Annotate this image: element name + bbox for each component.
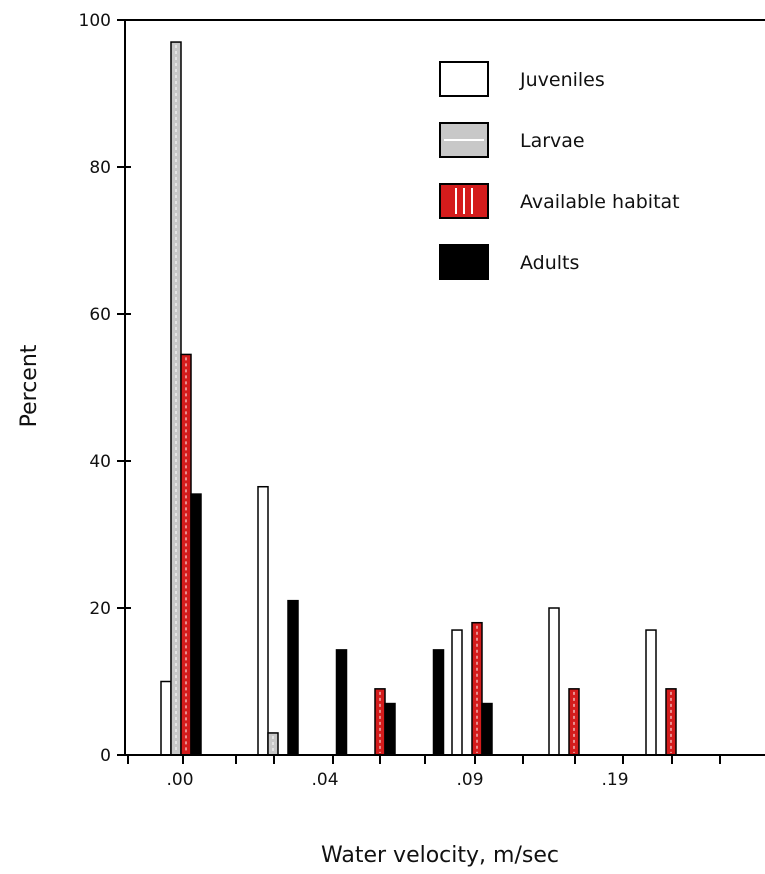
x-axis-title: Water velocity, m/sec <box>321 843 559 868</box>
bar-juveniles <box>257 485 269 756</box>
bar-juveniles <box>548 607 560 756</box>
legend-swatch <box>439 244 489 280</box>
legend-label: Available habitat <box>520 191 680 213</box>
bars-group <box>160 41 677 756</box>
y-axis-title: Percent <box>17 344 42 427</box>
y-tick-label: 20 <box>89 599 111 619</box>
bar-juveniles <box>451 629 463 756</box>
x-tick-label: .19 <box>601 770 628 790</box>
legend-swatch <box>439 61 489 97</box>
bar-adults <box>190 493 202 756</box>
y-tick-label: 40 <box>89 452 111 472</box>
legend-label: Juveniles <box>519 69 605 91</box>
bar-adults <box>432 649 445 756</box>
bar-adults <box>481 702 493 756</box>
bar-adults <box>335 649 348 756</box>
y-tick-label: 0 <box>100 746 111 766</box>
bar-adults <box>384 702 396 756</box>
x-tick-label: .04 <box>311 770 338 790</box>
legend-label: Larvae <box>520 130 585 152</box>
y-tick-label: 60 <box>89 305 111 325</box>
bar-juveniles <box>645 629 657 756</box>
x-tick-label: .09 <box>456 770 483 790</box>
legend: Juveniles Larvae Available habitat Adults <box>439 61 680 280</box>
x-tick-label: .00 <box>166 770 193 790</box>
y-tick-label: 80 <box>89 158 111 178</box>
axes-group: 0 20 40 60 80 100 .00 .04 .09 .19 <box>79 11 765 790</box>
legend-label: Adults <box>520 252 579 274</box>
bar-adults <box>287 599 299 756</box>
y-tick-label: 100 <box>79 11 111 31</box>
bar-juveniles <box>160 680 172 756</box>
